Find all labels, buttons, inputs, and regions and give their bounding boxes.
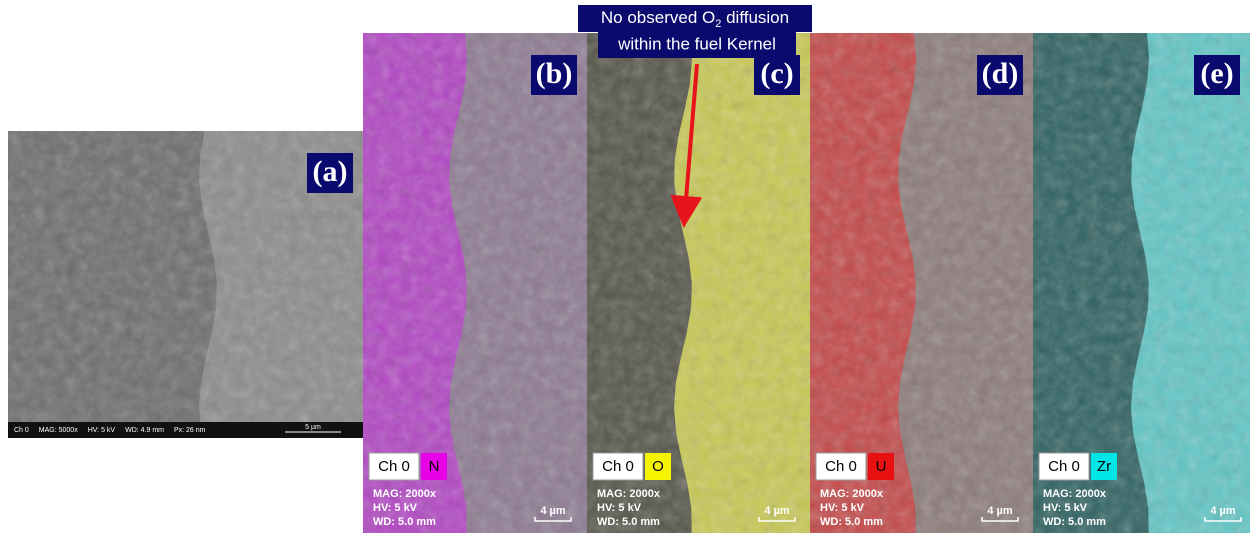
info-text: MAG: 2000x: [1043, 488, 1107, 500]
info-text: HV: 5 kV: [1043, 502, 1088, 514]
info-text: HV: 5 kV: [597, 502, 642, 514]
channel-text: Ch 0: [602, 458, 634, 475]
element-text: U: [876, 458, 887, 475]
scale-label: 4 µm: [764, 505, 790, 517]
info-text: MAG: 2000x: [820, 488, 884, 500]
info-text: HV: 5 kV: [88, 427, 116, 434]
info-text: HV: 5 kV: [373, 502, 418, 514]
info-text: WD: 5.0 mm: [820, 516, 883, 528]
panel: (b) Ch 0 N MAG: 2000x HV: 5 kV WD: 5.0 mm 4 µm: [363, 33, 587, 533]
panel-label: (b): [536, 57, 573, 90]
info-text: HV: 5 kV: [820, 502, 865, 514]
annotation-text: diffusion: [721, 8, 789, 27]
panel-label: (e): [1200, 57, 1233, 90]
annotation-text: No observed O: [601, 8, 715, 27]
info-text: WD: 5.0 mm: [1043, 516, 1106, 528]
panel-label: (c): [760, 57, 793, 90]
annotation-text: within the fuel Kernel: [617, 34, 776, 53]
info-text: Px: 26 nm: [174, 427, 206, 434]
panel: (a) Ch 0 MAG: 5000x HV: 5 kV WD: 4.9 mm Px: 2…: [8, 131, 363, 438]
panel-label: (d): [982, 57, 1019, 90]
element-text: O: [652, 458, 664, 475]
panels: (a) Ch 0 MAG: 5000x HV: 5 kV WD: 4.9 mm Px: 2…: [8, 33, 1250, 533]
panel: (e) Ch 0 Zr MAG: 2000x HV: 5 kV WD: 5.0 mm 4 µ…: [1033, 33, 1250, 533]
panel: (c) Ch 0 O MAG: 2000x HV: 5 kV WD: 5.0 mm 4 µm: [587, 33, 810, 533]
info-text: MAG: 2000x: [373, 488, 437, 500]
scale-label: 4 µm: [540, 505, 566, 517]
info-text: WD: 5.0 mm: [373, 516, 436, 528]
panel-label: (a): [313, 155, 348, 188]
channel-text: Ch 0: [825, 458, 857, 475]
channel-text: Ch 0: [378, 458, 410, 475]
element-text: Zr: [1097, 458, 1111, 475]
info-text: Ch 0: [14, 427, 29, 434]
info-text: MAG: 2000x: [597, 488, 661, 500]
info-text: WD: 4.9 mm: [125, 427, 164, 434]
scale-label: 4 µm: [987, 505, 1013, 517]
scale-label: 5 µm: [305, 424, 321, 431]
info-text: WD: 5.0 mm: [597, 516, 660, 528]
panel: (d) Ch 0 U MAG: 2000x HV: 5 kV WD: 5.0 mm 4 µm: [810, 33, 1033, 533]
element-text: N: [429, 458, 440, 475]
channel-text: Ch 0: [1048, 458, 1080, 475]
info-text: MAG: 5000x: [39, 427, 78, 434]
annotation-text: No observed O2 diffusion: [601, 8, 789, 29]
scale-label: 4 µm: [1210, 505, 1236, 517]
figure: (a) Ch 0 MAG: 5000x HV: 5 kV WD: 4.9 mm Px: 2…: [0, 0, 1250, 533]
